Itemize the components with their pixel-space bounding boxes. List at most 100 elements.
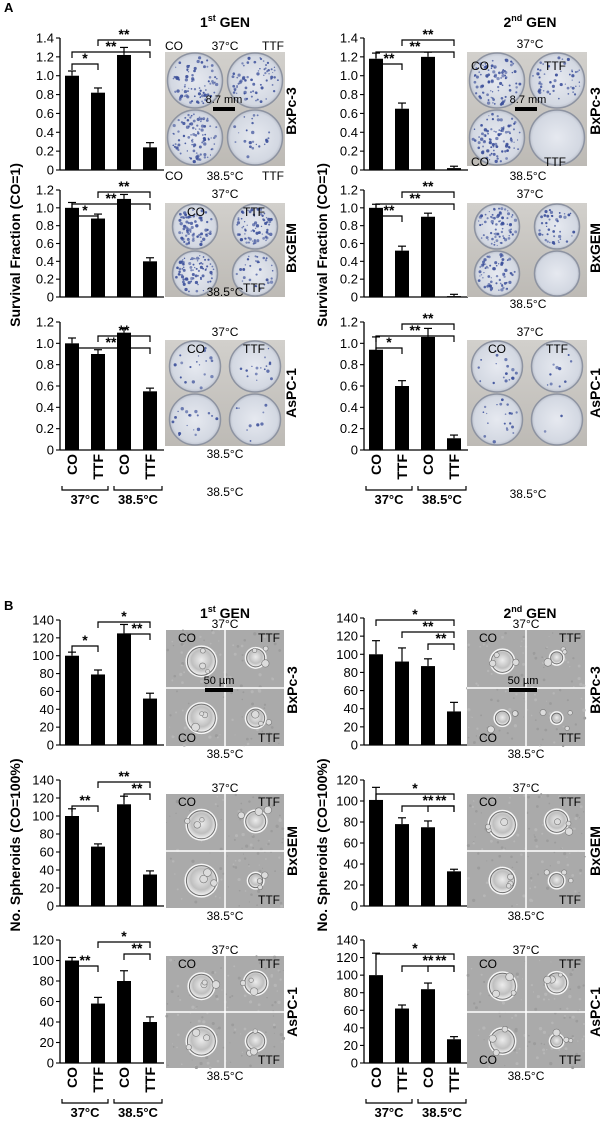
colony-dot xyxy=(186,69,189,72)
noise-speck xyxy=(483,980,486,984)
noise-speck xyxy=(548,802,551,805)
colony-dot xyxy=(244,86,248,90)
colony-dot xyxy=(187,125,191,128)
colony-dot xyxy=(488,141,492,145)
colony-dot xyxy=(506,223,509,225)
colony-dot xyxy=(178,434,181,437)
plate-image-5 xyxy=(467,340,587,446)
significance-label: ** xyxy=(436,630,447,646)
noise-speck xyxy=(490,806,492,808)
bar-co xyxy=(65,655,79,745)
colony-dot xyxy=(492,145,495,148)
noise-speck xyxy=(261,730,264,733)
colony-dot xyxy=(247,56,251,60)
bar-chart-0: 00.20.40.60.81.01.21.4***** xyxy=(36,26,164,178)
colony-dot xyxy=(498,207,501,210)
noise-speck xyxy=(256,889,261,894)
noise-speck xyxy=(267,842,270,846)
y-tick-label: 100 xyxy=(336,794,358,809)
colony-dot xyxy=(555,365,559,370)
noise-speck xyxy=(479,734,482,738)
noise-speck xyxy=(571,1065,575,1070)
colony-dot xyxy=(539,85,543,89)
noise-speck xyxy=(173,873,176,875)
noise-speck xyxy=(258,795,261,798)
colony-dot xyxy=(255,366,259,370)
panel-label: B xyxy=(4,598,13,613)
bar-ttf xyxy=(91,674,105,745)
noise-speck xyxy=(521,978,524,980)
colony-dot xyxy=(198,364,201,366)
colony-dot xyxy=(502,235,505,238)
colony-dot xyxy=(255,224,260,228)
colony-dot xyxy=(506,287,508,290)
single-cell xyxy=(485,823,491,830)
colony-dot xyxy=(560,414,563,418)
noise-speck xyxy=(243,745,245,747)
noise-speck xyxy=(197,1019,201,1023)
noise-speck xyxy=(237,976,241,980)
condition-label: TTF xyxy=(544,155,566,169)
colony-dot xyxy=(197,269,201,273)
colony-dot xyxy=(473,128,476,130)
colony-dot xyxy=(190,225,194,230)
noise-speck xyxy=(279,814,281,817)
significance-label: ** xyxy=(410,190,421,206)
noise-speck xyxy=(567,661,570,664)
colony-dot xyxy=(505,427,508,430)
bar-co xyxy=(369,58,383,170)
condition-label: TTF xyxy=(262,169,284,183)
colony-dot xyxy=(502,376,505,379)
noise-speck xyxy=(559,1007,562,1010)
x-tick-label: CO xyxy=(368,1067,384,1088)
colony-dot xyxy=(237,218,240,221)
colony-dot xyxy=(200,261,203,264)
colony-dot xyxy=(490,277,492,279)
colony-dot xyxy=(179,212,182,216)
noise-speck xyxy=(167,1064,169,1067)
y-tick-label: 0.4 xyxy=(340,254,358,269)
noise-speck xyxy=(232,865,235,868)
colony-dot xyxy=(184,142,187,145)
colony-dot xyxy=(182,134,186,138)
noise-speck xyxy=(175,711,178,714)
y-tick-label: 0 xyxy=(47,290,54,305)
colony-dot xyxy=(546,90,550,94)
colony-dot xyxy=(194,433,197,437)
bar-chart-5: 00.20.40.60.81.01.2***** xyxy=(340,310,468,458)
colony-dot xyxy=(268,361,272,364)
colony-dot xyxy=(538,232,542,236)
colony-dot xyxy=(513,218,518,222)
colony-dot xyxy=(491,112,494,116)
colony-dot xyxy=(213,143,216,145)
y-tick-label: 0 xyxy=(351,443,358,458)
noise-speck xyxy=(275,824,279,828)
colony-dot xyxy=(207,137,209,139)
colony-dot xyxy=(177,148,180,152)
noise-speck xyxy=(579,868,583,872)
colony-dot xyxy=(195,213,198,216)
noise-speck xyxy=(563,1016,566,1019)
colony-dot xyxy=(502,140,506,143)
noise-speck xyxy=(214,971,217,974)
bar-co xyxy=(117,981,131,1063)
colony-dot xyxy=(244,79,247,82)
colony-dot xyxy=(493,75,497,79)
noise-speck xyxy=(581,1065,583,1067)
single-cell xyxy=(492,1049,500,1057)
noise-speck xyxy=(467,643,471,647)
noise-speck xyxy=(269,740,271,742)
colony-dot xyxy=(489,287,494,291)
colony-dot xyxy=(545,225,548,228)
colony-dot xyxy=(499,212,503,215)
colony-dot xyxy=(205,99,208,102)
spheroid-image-11 xyxy=(466,956,586,1070)
colony-dot xyxy=(213,91,216,94)
colony-dot xyxy=(494,159,498,164)
noise-speck xyxy=(169,815,171,817)
significance-label: ** xyxy=(410,38,421,54)
colony-dot xyxy=(207,138,210,141)
noise-speck xyxy=(564,1015,566,1017)
noise-speck xyxy=(171,640,174,643)
noise-speck xyxy=(477,866,481,870)
